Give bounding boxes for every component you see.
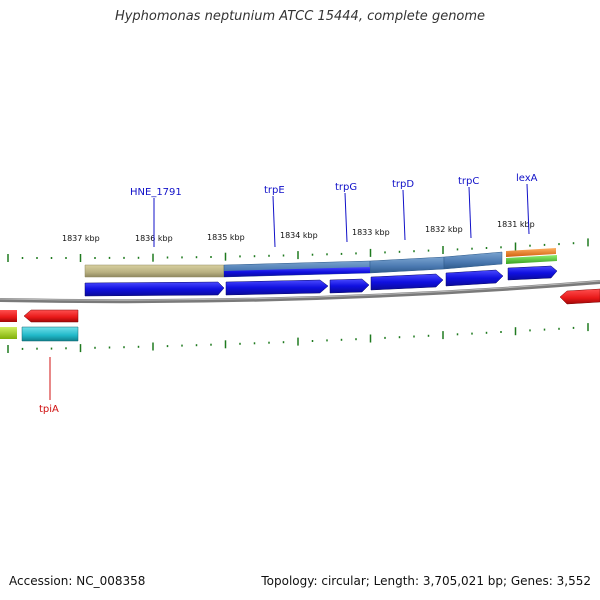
ruler-label-1837: 1837 kbp	[62, 234, 100, 243]
ruler-label-1833: 1833 kbp	[352, 228, 390, 237]
right-red-feature[interactable]	[559, 288, 600, 305]
gene-label-trpE[interactable]: trpE	[264, 185, 285, 196]
operon-steel-band-2[interactable]	[369, 256, 445, 274]
lexA-green-feature[interactable]	[506, 255, 557, 264]
connector-trpG	[344, 192, 348, 243]
left-red-feature-1[interactable]	[0, 310, 17, 322]
ruler-labels: 1837 kbp 1836 kbp 1835 kbp 1834 kbp 1833…	[62, 220, 535, 243]
gene-trpE-arrow[interactable]	[225, 279, 329, 296]
operon-blue-underband[interactable]	[224, 267, 370, 277]
gene-trpG-arrow[interactable]	[329, 278, 370, 294]
backbone-arc-highlight	[0, 280, 600, 301]
gene-trpD-arrow[interactable]	[370, 273, 444, 291]
left-lime-feature[interactable]	[0, 327, 17, 339]
backbone-arc	[0, 280, 600, 304]
gene-label-trpG[interactable]: trpG	[335, 182, 357, 193]
gene-label-trpC[interactable]: trpC	[458, 176, 479, 187]
gene-lexA-arrow[interactable]	[507, 265, 558, 281]
operon-steel-band-3[interactable]	[443, 251, 503, 270]
ruler-label-1831: 1831 kbp	[497, 220, 535, 229]
gene-labels: HNE_1791 trpE trpG trpD trpC lexA tpiA	[39, 173, 538, 415]
gene-label-tpiA[interactable]: tpiA	[39, 404, 59, 415]
genome-summary-text: Topology: circular; Length: 3,705,021 bp…	[261, 574, 591, 588]
gene-HNE_1791-arrow[interactable]	[84, 281, 225, 297]
gene-trpC-arrow[interactable]	[445, 269, 504, 287]
connector-lexA	[526, 183, 530, 235]
gene-label-connectors	[49, 183, 530, 400]
gene-label-lexA[interactable]: lexA	[516, 173, 538, 184]
ruler-label-1832: 1832 kbp	[425, 225, 463, 234]
upper-ruler-ticks	[7, 238, 589, 262]
tpiA-cyan-feature[interactable]	[21, 326, 79, 342]
gene-label-HNE_1791[interactable]: HNE_1791	[130, 187, 182, 198]
ruler-label-1834: 1834 kbp	[280, 231, 318, 240]
connector-trpC	[468, 186, 472, 239]
lexA-orange-feature[interactable]	[506, 248, 556, 257]
connector-trpD	[402, 189, 406, 241]
map-title: Hyphomonas neptunium ATCC 15444, complet…	[114, 9, 486, 24]
lower-ruler-ticks	[7, 323, 589, 353]
accession-text: Accession: NC_008358	[9, 574, 146, 588]
connector-trpE	[272, 195, 276, 248]
gene-label-trpD[interactable]: trpD	[392, 179, 414, 190]
ruler-label-1835: 1835 kbp	[207, 233, 245, 242]
left-red-feature-2[interactable]	[23, 309, 79, 323]
operon-olive-band[interactable]	[84, 264, 225, 278]
